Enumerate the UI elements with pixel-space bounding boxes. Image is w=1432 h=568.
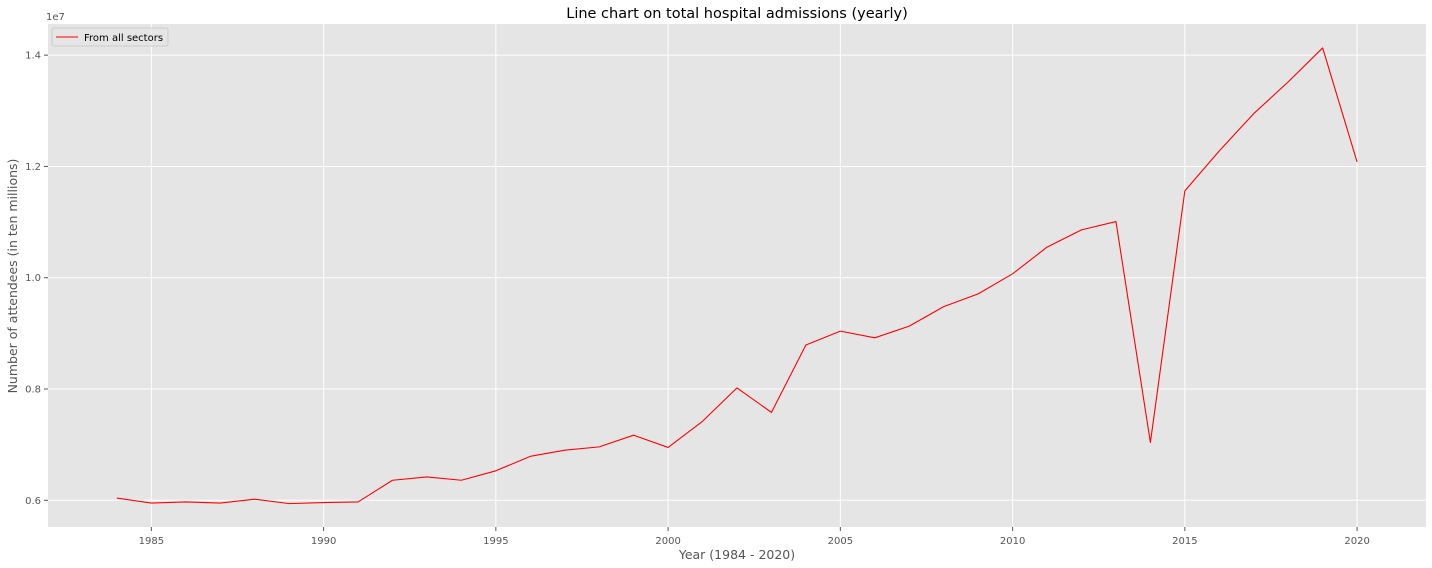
y-tick-label: 1.4 xyxy=(25,51,41,62)
data-point xyxy=(1288,81,1289,82)
series-layer xyxy=(116,47,1358,505)
y-axis-offset-label: 1e7 xyxy=(46,12,65,23)
data-point xyxy=(978,293,979,294)
data-point xyxy=(702,421,703,422)
legend-box xyxy=(51,27,169,47)
data-point xyxy=(668,447,669,448)
y-axis-label: Number of attendees (in ten millions) xyxy=(5,159,20,394)
data-point xyxy=(1150,442,1151,443)
y-tick-label: 1.2 xyxy=(25,162,41,173)
data-point xyxy=(1253,113,1254,114)
data-point xyxy=(874,337,875,338)
x-tick-label: 2015 xyxy=(1172,536,1197,547)
data-point xyxy=(426,476,427,477)
legend-label: From all sectors xyxy=(84,33,163,44)
data-point xyxy=(1357,161,1358,162)
data-point xyxy=(943,306,944,307)
y-tick-label: 1.0 xyxy=(25,273,41,284)
plot-area xyxy=(48,24,1426,527)
data-point xyxy=(1012,273,1013,274)
data-point xyxy=(805,344,806,345)
data-point xyxy=(1219,150,1220,151)
chart-title: Line chart on total hospital admissions … xyxy=(566,6,908,22)
x-tick-label: 2005 xyxy=(828,536,853,547)
data-point xyxy=(1046,247,1047,248)
data-point xyxy=(771,412,772,413)
data-point xyxy=(564,450,565,451)
x-tick-label: 1995 xyxy=(483,536,508,547)
data-point xyxy=(633,435,634,436)
data-point xyxy=(289,503,290,504)
data-point xyxy=(254,499,255,500)
data-point xyxy=(392,480,393,481)
x-tick-label: 1985 xyxy=(139,536,164,547)
x-tick-label: 2020 xyxy=(1344,536,1369,547)
y-tick-label: 0.6 xyxy=(25,496,41,507)
y-tick-label: 0.8 xyxy=(25,385,41,396)
data-point xyxy=(220,502,221,503)
x-axis-label: Year (1984 - 2020) xyxy=(678,547,795,562)
legend: From all sectors xyxy=(51,27,169,47)
data-point xyxy=(323,502,324,503)
data-point xyxy=(1322,47,1323,48)
data-point xyxy=(1184,190,1185,191)
series-line-from-all-sectors xyxy=(116,47,1358,505)
x-tick-label: 2010 xyxy=(1000,536,1025,547)
x-tick-label: 1990 xyxy=(311,536,336,547)
data-point xyxy=(116,497,117,498)
data-point xyxy=(357,501,358,502)
data-point xyxy=(151,502,152,503)
data-point xyxy=(1115,221,1116,222)
axis-ticks: 1985 1990 1995 2000 2005 2010 2015 2020 0.6 0.8 1.… xyxy=(25,51,1370,547)
data-point xyxy=(736,387,737,388)
data-point xyxy=(461,480,462,481)
data-point xyxy=(599,446,600,447)
data-point xyxy=(1081,229,1082,230)
data-point xyxy=(909,326,910,327)
data-point xyxy=(530,456,531,457)
data-point xyxy=(185,501,186,502)
data-point xyxy=(840,331,841,332)
x-tick-label: 2000 xyxy=(655,536,680,547)
grid-lines xyxy=(48,24,1426,527)
data-point xyxy=(495,470,496,471)
